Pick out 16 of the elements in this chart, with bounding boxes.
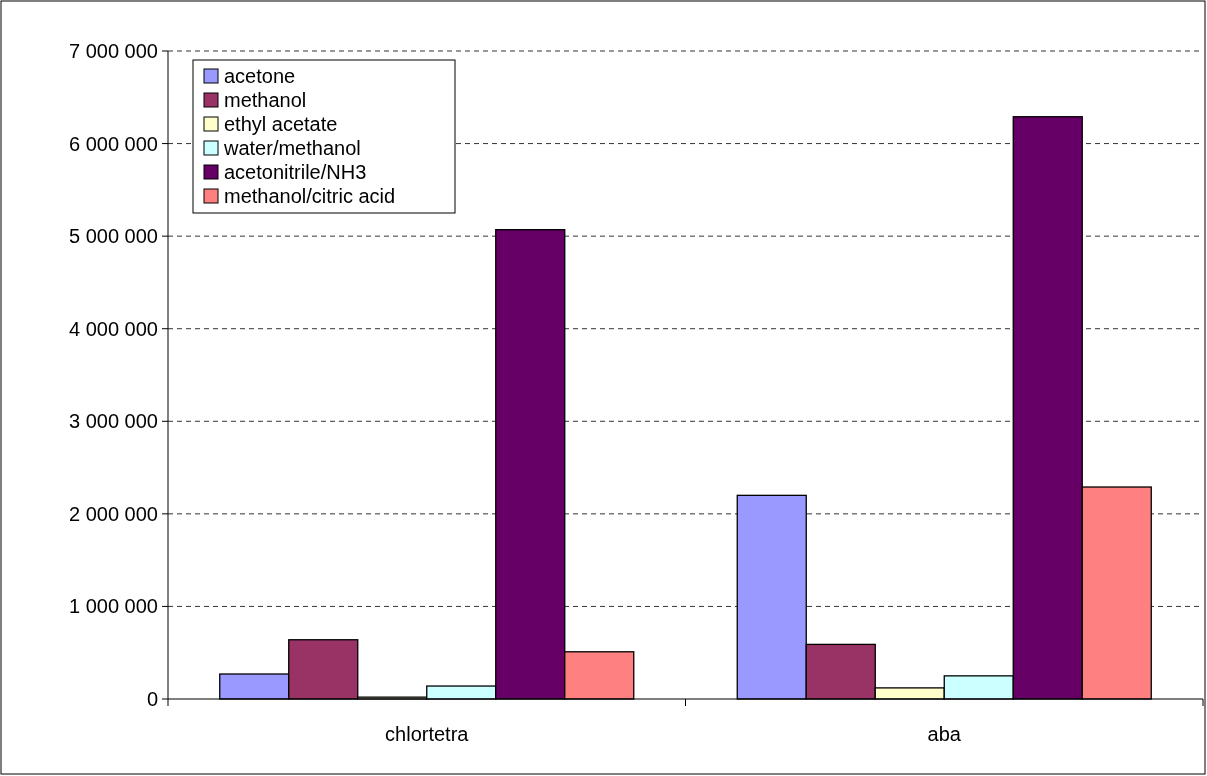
y-tick-label: 3 000 000 [69, 410, 158, 433]
legend-label: acetone [224, 65, 296, 87]
y-tick-label: 0 [146, 688, 158, 710]
y-tick-label: 1 000 000 [69, 595, 158, 618]
y-tick-label: 7 000 000 [69, 40, 158, 62]
legend-label: water/methanol [223, 137, 361, 159]
x-tick-label: chlortetra [385, 723, 470, 745]
x-tick-label: aba [927, 723, 962, 745]
legend-label: methanol [224, 89, 307, 111]
y-tick-label: 5 000 000 [69, 225, 158, 248]
legend-label: ethyl acetate [224, 113, 338, 135]
y-tick-label: 6 000 000 [69, 132, 158, 155]
legend-label: acetonitrile/NH3 [224, 161, 367, 183]
legend-label: methanol/citric acid [224, 185, 396, 207]
y-tick-label: 2 000 000 [69, 502, 158, 525]
y-tick-label: 4 000 000 [69, 317, 158, 340]
